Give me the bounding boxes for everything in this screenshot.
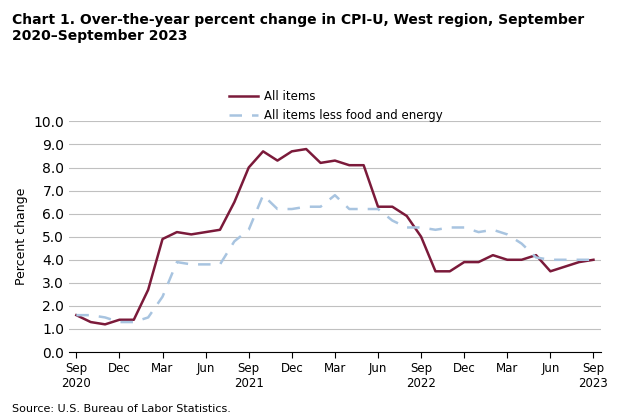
Text: Chart 1. Over-the-year percent change in CPI-U, West region, September
2020–Sept: Chart 1. Over-the-year percent change in… (12, 13, 585, 43)
Legend: All items, All items less food and energy: All items, All items less food and energ… (224, 86, 447, 127)
Y-axis label: Percent change: Percent change (15, 188, 28, 285)
Text: Source: U.S. Bureau of Labor Statistics.: Source: U.S. Bureau of Labor Statistics. (12, 404, 232, 414)
